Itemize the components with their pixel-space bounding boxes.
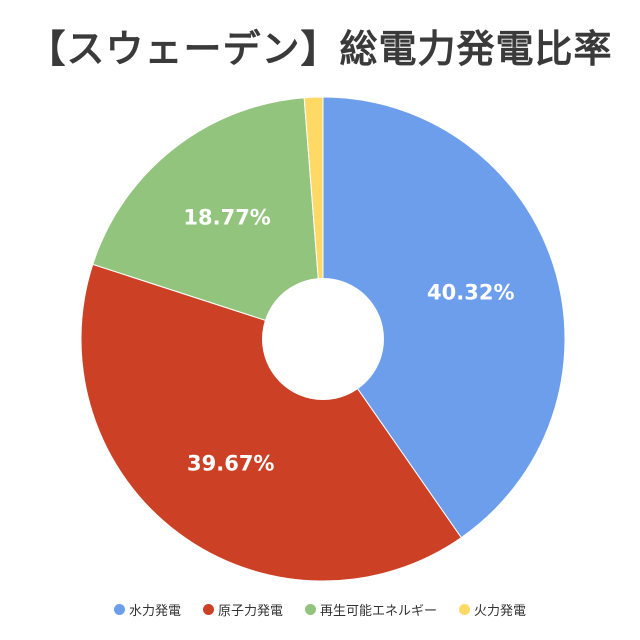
legend-swatch-1 (202, 604, 214, 615)
slice-label-2: 18.77% (183, 205, 270, 229)
legend-swatch-2 (305, 604, 316, 615)
legend-swatch-3 (459, 604, 471, 615)
chart-title: 【スウェーデン】総電力発電比率 (27, 27, 613, 71)
legend-label-2: 再生可能エネルギー (320, 604, 438, 619)
slice-0 (322, 96, 566, 539)
slice-label-1: 39.67% (187, 451, 274, 475)
donut-hole (262, 278, 384, 400)
slice-label-0: 40.32% (427, 281, 514, 305)
slice-2 (92, 97, 324, 340)
legend-item-2: 再生可能エネルギー (305, 600, 437, 619)
legend-label-1: 原子力発電 (217, 604, 283, 619)
legend-item-1: 原子力発電 (202, 600, 283, 619)
legend-label-0: 水力発電 (128, 604, 181, 619)
legend-swatch-0 (113, 604, 125, 615)
legend-item-0: 水力発電 (113, 600, 181, 619)
legend-label-3: 火力発電 (474, 604, 527, 619)
legend-item-3: 火力発電 (459, 600, 526, 619)
slice-1 (80, 263, 462, 582)
legend: 水力発電 原子力発電 再生可能エネルギー 火力発電 (0, 600, 640, 619)
